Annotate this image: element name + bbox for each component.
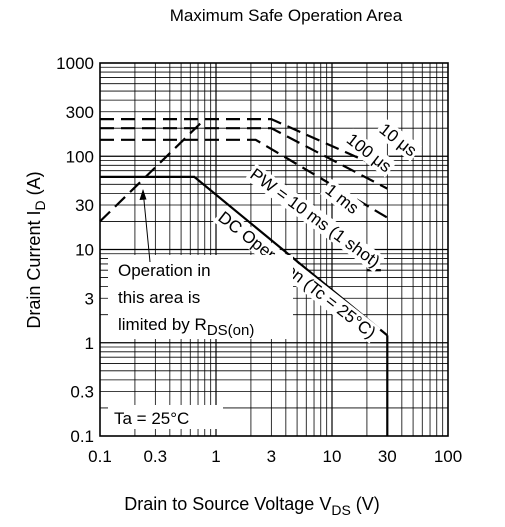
y-tick-label: 0.3 [70, 383, 94, 402]
limit-note-line: this area is [118, 288, 200, 307]
limit-note-sub: DS(on) [207, 322, 255, 339]
y-axis-label: Drain Current ID (A) [24, 171, 48, 328]
y-tick-label: 0.1 [70, 427, 94, 446]
curve-label-bg [320, 178, 364, 220]
ambient-note-bg [108, 405, 223, 429]
y-tick-label: 30 [75, 196, 94, 215]
y-tick-label: 10 [75, 241, 94, 260]
ambient-note: Ta = 25°C [114, 409, 189, 428]
chart-title: Maximum Safe Operation Area [170, 6, 403, 25]
x-tick-label: 3 [267, 447, 276, 466]
x-axis-label-unit: (V) [351, 494, 380, 514]
x-tick-label: 0.1 [88, 447, 112, 466]
curve-label-bg [244, 163, 386, 273]
y-axis-label-main: Drain Current I [24, 211, 44, 329]
x-tick-label: 100 [434, 447, 462, 466]
x-tick-label: 10 [323, 447, 342, 466]
x-tick-label: 0.3 [143, 447, 167, 466]
x-axis-label-main: Drain to Source Voltage V [124, 494, 331, 514]
x-tick-label: 1 [211, 447, 220, 466]
plot-frame [99, 62, 449, 437]
curve-label-bg [213, 206, 381, 344]
curve-label-bg [374, 118, 422, 162]
limit-note-arrow-line [142, 189, 151, 263]
series-10us [100, 117, 388, 172]
y-tick-label: 3 [85, 289, 94, 308]
curve-label-bg [341, 128, 397, 178]
y-axis-label-unit: (A) [24, 171, 44, 200]
x-axis-label: Drain to Source Voltage VDS (V) [124, 494, 380, 518]
limit-note-arrow-head [139, 189, 147, 200]
x-axis-label-sub: DS [331, 502, 350, 518]
tick-labels: 0.1 0.3 1 3 10 30 100 0.1 0.3 1 3 10 30 100 300 1000 [56, 54, 462, 466]
y-tick-label: 1000 [56, 54, 94, 73]
y-tick-label: 100 [66, 147, 94, 166]
y-axis-label-sub: D [32, 200, 48, 210]
series-dc [100, 175, 388, 337]
x-tick-label: 30 [378, 447, 397, 466]
series-rds-limit [99, 118, 206, 223]
series-100us [100, 127, 388, 190]
limit-note-line: Operation in [118, 261, 211, 280]
y-tick-label: 1 [85, 334, 94, 353]
y-tick-label: 300 [66, 103, 94, 122]
limit-note-bg [108, 255, 293, 339]
